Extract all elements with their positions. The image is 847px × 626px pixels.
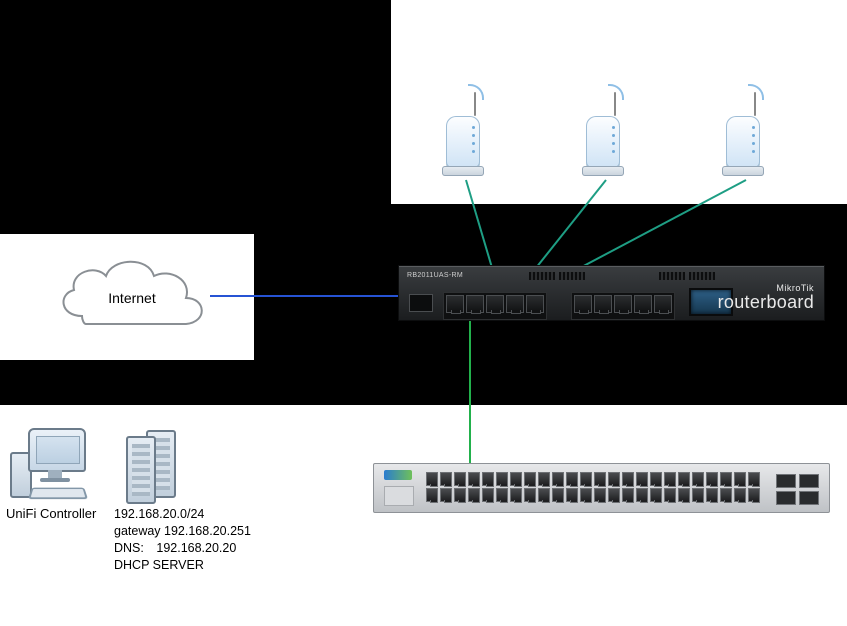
- access-point-2: [580, 112, 628, 182]
- access-point-3: [720, 112, 768, 182]
- switch-badge: [384, 470, 412, 480]
- internet-cloud: Internet: [52, 244, 212, 344]
- gateway-line: gateway 192.168.20.251: [114, 523, 251, 540]
- dhcp-line: DHCP SERVER: [114, 557, 251, 574]
- router-sfp-port: [409, 294, 433, 312]
- switch-port-grid: [426, 472, 760, 502]
- router-model-label: RB2011UAS-RM: [407, 272, 463, 279]
- router-ports-6-10: [571, 292, 675, 320]
- internet-label: Internet: [52, 290, 212, 306]
- dns-line: DNS: 192.168.20.20: [114, 540, 251, 557]
- access-point-1: [440, 112, 488, 182]
- unifi-controller-label: UniFi Controller: [6, 506, 96, 521]
- diagram-canvas: Internet RB2011UAS-RM MikroTik routerboa…: [0, 0, 847, 626]
- network-config-text: 192.168.20.0/24 gateway 192.168.20.251 D…: [114, 506, 251, 574]
- router-mikrotik: RB2011UAS-RM MikroTik routerboard: [398, 265, 825, 321]
- switch-uplinks: [776, 474, 819, 505]
- switch-status-panel: [384, 486, 414, 506]
- router-brand: MikroTik routerboard: [718, 284, 814, 311]
- switch-48port: [373, 463, 830, 513]
- subnet-line: 192.168.20.0/24: [114, 506, 251, 523]
- server-pair: [126, 430, 190, 502]
- unifi-controller-pc: [10, 428, 88, 506]
- router-ports-1-5: [443, 292, 547, 320]
